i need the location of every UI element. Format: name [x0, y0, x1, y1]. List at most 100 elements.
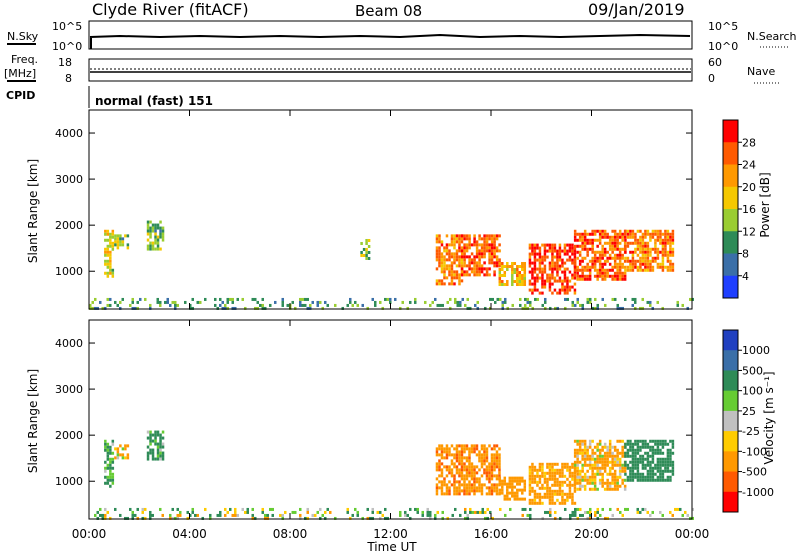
colorbar-swatch — [723, 231, 738, 254]
echo-cell — [149, 244, 152, 248]
echo-cell — [564, 507, 567, 511]
echo-cell — [576, 451, 579, 455]
echo-cell — [311, 300, 314, 304]
echo-cell — [495, 450, 499, 454]
echo-cell — [516, 479, 519, 483]
echo-cell — [351, 513, 354, 517]
echo-cell — [636, 478, 640, 482]
echo-cell — [463, 456, 466, 460]
echo-cell — [460, 249, 464, 253]
echo-cell — [483, 246, 486, 250]
echo-cell — [528, 486, 532, 490]
echo-cell — [573, 252, 577, 256]
echo-cell — [629, 259, 632, 263]
echo-cell — [598, 268, 602, 272]
echo-cell — [621, 247, 624, 251]
echo-cell — [475, 264, 479, 268]
echo-cell — [371, 516, 374, 520]
echo-cell — [548, 273, 552, 277]
echo-cell — [131, 300, 134, 304]
echo-cell — [613, 235, 617, 239]
echo-cell — [104, 516, 107, 520]
echo-cell — [588, 274, 592, 278]
echo-cell — [593, 460, 597, 464]
echo-cell — [219, 513, 222, 517]
echo-cell — [455, 264, 459, 268]
echo-cell — [438, 258, 441, 262]
echo-cell — [529, 516, 532, 520]
echo-cell — [146, 238, 150, 242]
echo-cell — [548, 462, 552, 466]
echo-cell — [453, 252, 456, 256]
echo-cell — [553, 249, 557, 253]
echo-cell — [104, 238, 107, 242]
echo-cell — [124, 447, 127, 451]
colorbar-swatch — [723, 253, 738, 277]
echo-cell — [463, 261, 466, 265]
echo-cell — [109, 297, 112, 301]
echo-cell — [443, 261, 446, 265]
echo-cell — [621, 466, 624, 470]
echo-cell — [495, 483, 499, 487]
echo-cell — [453, 489, 456, 493]
echo-cell — [666, 478, 670, 482]
echo-cell — [578, 484, 582, 488]
echo-cell — [563, 267, 567, 271]
echo-cell — [475, 486, 479, 490]
echo-cell — [611, 454, 614, 458]
echo-cell — [636, 445, 640, 449]
echo-cell — [124, 516, 127, 520]
echo-cell — [581, 241, 584, 245]
echo-cell — [453, 273, 456, 277]
echo-cell — [636, 442, 640, 446]
echo-cell — [299, 507, 302, 511]
echo-cell — [573, 478, 577, 482]
velocity-panel-frame — [88, 319, 693, 520]
echo-cell — [656, 238, 660, 242]
echo-cell — [603, 262, 607, 266]
echo-cell — [111, 472, 115, 476]
echo-cell — [429, 303, 432, 307]
echo-cell — [588, 442, 592, 446]
echo-cell — [468, 474, 471, 478]
echo-cell — [641, 247, 645, 251]
ytick-label: 1000 — [55, 475, 83, 488]
echo-cell — [593, 268, 597, 272]
echo-cell — [581, 454, 584, 458]
echo-cell — [109, 463, 112, 467]
echo-cell — [216, 306, 219, 310]
echo-cell — [460, 255, 464, 259]
echo-cell — [576, 250, 579, 254]
echo-cell — [551, 465, 554, 469]
echo-cell — [598, 454, 602, 458]
echo-cell — [639, 256, 642, 260]
echo-cell — [511, 303, 514, 307]
echo-cell — [624, 507, 627, 511]
echo-cell — [524, 297, 527, 301]
echo-cell — [523, 479, 527, 483]
echo-cell — [541, 270, 544, 274]
echo-cell — [445, 243, 449, 247]
echo-cell — [591, 457, 594, 461]
echo-cell — [493, 462, 496, 466]
echo-cell — [475, 252, 479, 256]
echo-cell — [224, 306, 227, 310]
echo-cell — [538, 267, 542, 271]
echo-cell — [636, 268, 640, 272]
echo-cell — [164, 300, 167, 304]
echo-cell — [475, 267, 479, 271]
echo-cell — [448, 489, 451, 493]
echo-cell — [576, 460, 579, 464]
echo-cell — [646, 469, 650, 473]
echo-cell — [656, 466, 660, 470]
echo-cell — [488, 273, 491, 277]
echo-cell — [511, 277, 514, 281]
echo-cell — [533, 243, 537, 247]
echo-cell — [603, 229, 607, 233]
echo-cell — [294, 306, 297, 310]
colorbar-swatch — [723, 142, 738, 165]
echo-cell — [538, 498, 542, 502]
echo-cell — [416, 510, 419, 514]
echo-cell — [631, 469, 635, 473]
